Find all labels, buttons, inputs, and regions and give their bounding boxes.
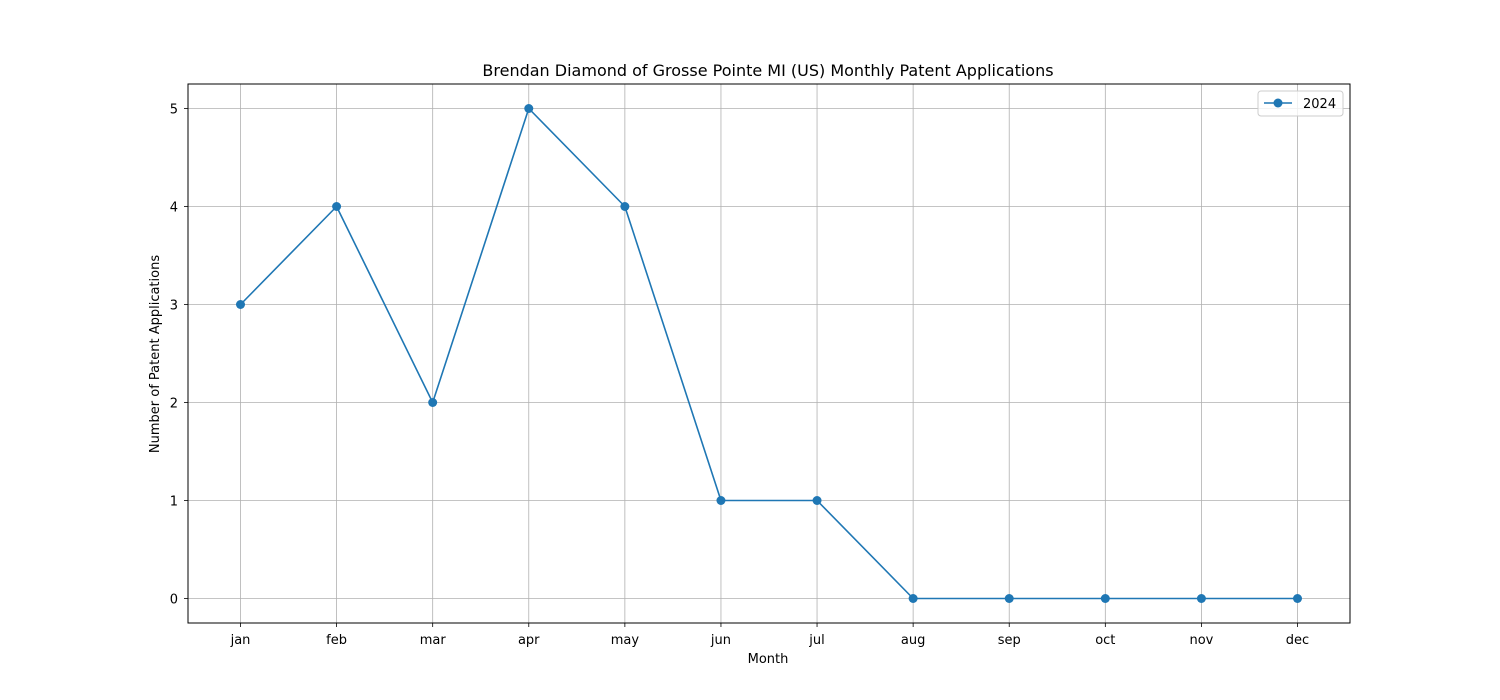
legend: 2024 xyxy=(1258,91,1343,116)
x-tick-label-jul: jul xyxy=(808,633,824,648)
data-point-jul xyxy=(813,496,822,505)
x-tick-label-feb: feb xyxy=(326,633,347,648)
data-point-aug xyxy=(909,594,918,603)
x-axis-ticks: jan feb mar apr may jun jul aug sep oct nov dec xyxy=(230,623,1310,648)
series-line-2024 xyxy=(241,109,1298,599)
data-point-nov xyxy=(1197,594,1206,603)
x-tick-label-mar: mar xyxy=(420,633,447,648)
plot-area-frame xyxy=(188,84,1350,623)
x-tick-label-may: may xyxy=(611,633,640,648)
x-axis-label: Month xyxy=(748,652,789,667)
data-point-apr xyxy=(524,104,533,113)
data-point-feb xyxy=(332,202,341,211)
y-tick-label-5: 5 xyxy=(170,103,178,118)
y-tick-label-3: 3 xyxy=(170,299,178,314)
data-point-jan xyxy=(236,300,245,309)
x-tick-label-oct: oct xyxy=(1095,633,1115,648)
x-tick-label-jun: jun xyxy=(710,633,731,648)
chart-title: Brendan Diamond of Grosse Pointe MI (US)… xyxy=(482,61,1053,80)
data-point-mar xyxy=(428,398,437,407)
grid-lines xyxy=(188,84,1350,623)
data-point-jun xyxy=(716,496,725,505)
legend-label-2024: 2024 xyxy=(1303,97,1336,112)
y-axis-label: Number of Patent Applications xyxy=(148,255,163,453)
y-axis-ticks: 0 1 2 3 4 5 xyxy=(170,103,188,608)
x-tick-label-sep: sep xyxy=(998,633,1021,648)
y-tick-label-2: 2 xyxy=(170,397,178,412)
x-tick-label-apr: apr xyxy=(518,633,540,648)
legend-marker xyxy=(1274,99,1283,108)
y-tick-label-4: 4 xyxy=(170,201,178,216)
series-layer xyxy=(236,104,1302,603)
data-point-sep xyxy=(1005,594,1014,603)
x-tick-label-dec: dec xyxy=(1286,633,1309,648)
data-point-oct xyxy=(1101,594,1110,603)
y-tick-label-1: 1 xyxy=(170,495,178,510)
data-point-dec xyxy=(1293,594,1302,603)
x-tick-label-nov: nov xyxy=(1189,633,1213,648)
x-tick-label-jan: jan xyxy=(230,633,251,648)
x-tick-label-aug: aug xyxy=(901,633,925,648)
data-point-may xyxy=(620,202,629,211)
y-tick-label-0: 0 xyxy=(170,593,178,608)
